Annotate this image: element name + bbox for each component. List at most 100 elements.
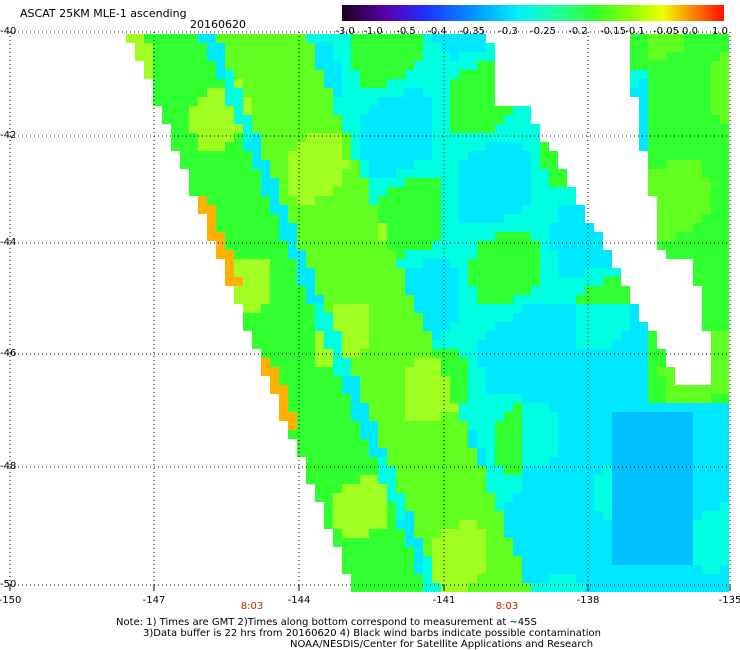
swath-cell bbox=[486, 457, 495, 466]
swath-cell bbox=[558, 466, 567, 475]
swath-cell bbox=[234, 277, 243, 286]
swath-cell bbox=[432, 124, 441, 133]
swath-cell bbox=[333, 124, 342, 133]
swath-cell bbox=[360, 520, 369, 529]
swath-cell bbox=[387, 232, 396, 241]
swath-cell bbox=[369, 151, 378, 160]
swath-cell bbox=[351, 52, 360, 61]
swath-cell bbox=[594, 538, 603, 547]
swath-cell bbox=[711, 79, 720, 88]
swath-cell bbox=[522, 304, 531, 313]
swath-cell bbox=[360, 475, 369, 484]
swath-cell bbox=[360, 34, 369, 43]
swath-cell bbox=[531, 169, 540, 178]
swath-cell bbox=[648, 421, 657, 430]
swath-cell bbox=[261, 259, 270, 268]
swath-cell bbox=[279, 394, 288, 403]
swath-cell bbox=[720, 259, 729, 268]
swath-cell bbox=[351, 43, 360, 52]
swath-cell bbox=[648, 565, 657, 574]
swath-cell bbox=[351, 88, 360, 97]
swath-cell bbox=[441, 457, 450, 466]
swath-cell bbox=[567, 457, 576, 466]
swath-cell bbox=[225, 178, 234, 187]
swath-cell bbox=[315, 79, 324, 88]
swath-cell bbox=[648, 412, 657, 421]
swath-cell bbox=[666, 232, 675, 241]
swath-cell bbox=[603, 403, 612, 412]
swath-cell bbox=[342, 61, 351, 70]
swath-cell bbox=[279, 214, 288, 223]
swath-cell bbox=[306, 286, 315, 295]
swath-cell bbox=[315, 142, 324, 151]
swath-cell bbox=[513, 340, 522, 349]
swath-cell bbox=[432, 430, 441, 439]
swath-cell bbox=[576, 574, 585, 583]
swath-cell bbox=[279, 34, 288, 43]
swath-cell bbox=[432, 403, 441, 412]
swath-cell bbox=[351, 205, 360, 214]
swath-cell bbox=[693, 115, 702, 124]
swath-cell bbox=[477, 349, 486, 358]
swath-cell bbox=[315, 412, 324, 421]
swath-cell bbox=[342, 511, 351, 520]
swath-cell bbox=[144, 70, 153, 79]
swath-cell bbox=[369, 34, 378, 43]
swath-cell bbox=[486, 43, 495, 52]
swath-cell bbox=[612, 295, 621, 304]
swath-cell bbox=[666, 412, 675, 421]
swath-cell bbox=[459, 223, 468, 232]
swath-cell bbox=[585, 322, 594, 331]
swath-cell bbox=[558, 196, 567, 205]
swath-cell bbox=[540, 556, 549, 565]
swath-cell bbox=[540, 151, 549, 160]
swath-cell bbox=[216, 61, 225, 70]
swath-cell bbox=[351, 484, 360, 493]
swath-cell bbox=[666, 43, 675, 52]
swath-cell bbox=[603, 358, 612, 367]
swath-cell bbox=[216, 250, 225, 259]
swath-cell bbox=[360, 151, 369, 160]
swath-cell bbox=[549, 511, 558, 520]
swath-cell bbox=[405, 115, 414, 124]
swath-cell bbox=[396, 511, 405, 520]
swath-cell bbox=[684, 52, 693, 61]
swath-cell bbox=[702, 142, 711, 151]
swath-cell bbox=[630, 421, 639, 430]
swath-cell bbox=[369, 457, 378, 466]
swath-cell bbox=[333, 331, 342, 340]
swath-cell bbox=[360, 304, 369, 313]
swath-cell bbox=[693, 421, 702, 430]
swath-cell bbox=[513, 556, 522, 565]
swath-cell bbox=[216, 133, 225, 142]
swath-cell bbox=[369, 43, 378, 52]
swath-cell bbox=[342, 475, 351, 484]
swath-cell bbox=[585, 385, 594, 394]
swath-cell bbox=[576, 520, 585, 529]
swath-cell bbox=[639, 133, 648, 142]
swath-cell bbox=[405, 241, 414, 250]
swath-cell bbox=[720, 493, 729, 502]
swath-cell bbox=[711, 88, 720, 97]
swath-cell bbox=[513, 142, 522, 151]
swath-cell bbox=[261, 268, 270, 277]
swath-cell bbox=[405, 340, 414, 349]
swath-cell bbox=[297, 133, 306, 142]
swath-cell bbox=[522, 160, 531, 169]
swath-cell bbox=[702, 385, 711, 394]
swath-cell bbox=[234, 70, 243, 79]
swath-cell bbox=[540, 394, 549, 403]
swath-cell bbox=[252, 214, 261, 223]
swath-cell bbox=[243, 151, 252, 160]
swath-cell bbox=[612, 430, 621, 439]
swath-cell bbox=[351, 565, 360, 574]
swath-cell bbox=[351, 277, 360, 286]
swath-cell bbox=[387, 142, 396, 151]
swath-cell bbox=[315, 439, 324, 448]
swath-cell bbox=[297, 70, 306, 79]
swath-cell bbox=[630, 538, 639, 547]
swath-cell bbox=[684, 583, 693, 592]
swath-cell bbox=[657, 115, 666, 124]
swath-cell bbox=[540, 187, 549, 196]
swath-cell bbox=[684, 502, 693, 511]
